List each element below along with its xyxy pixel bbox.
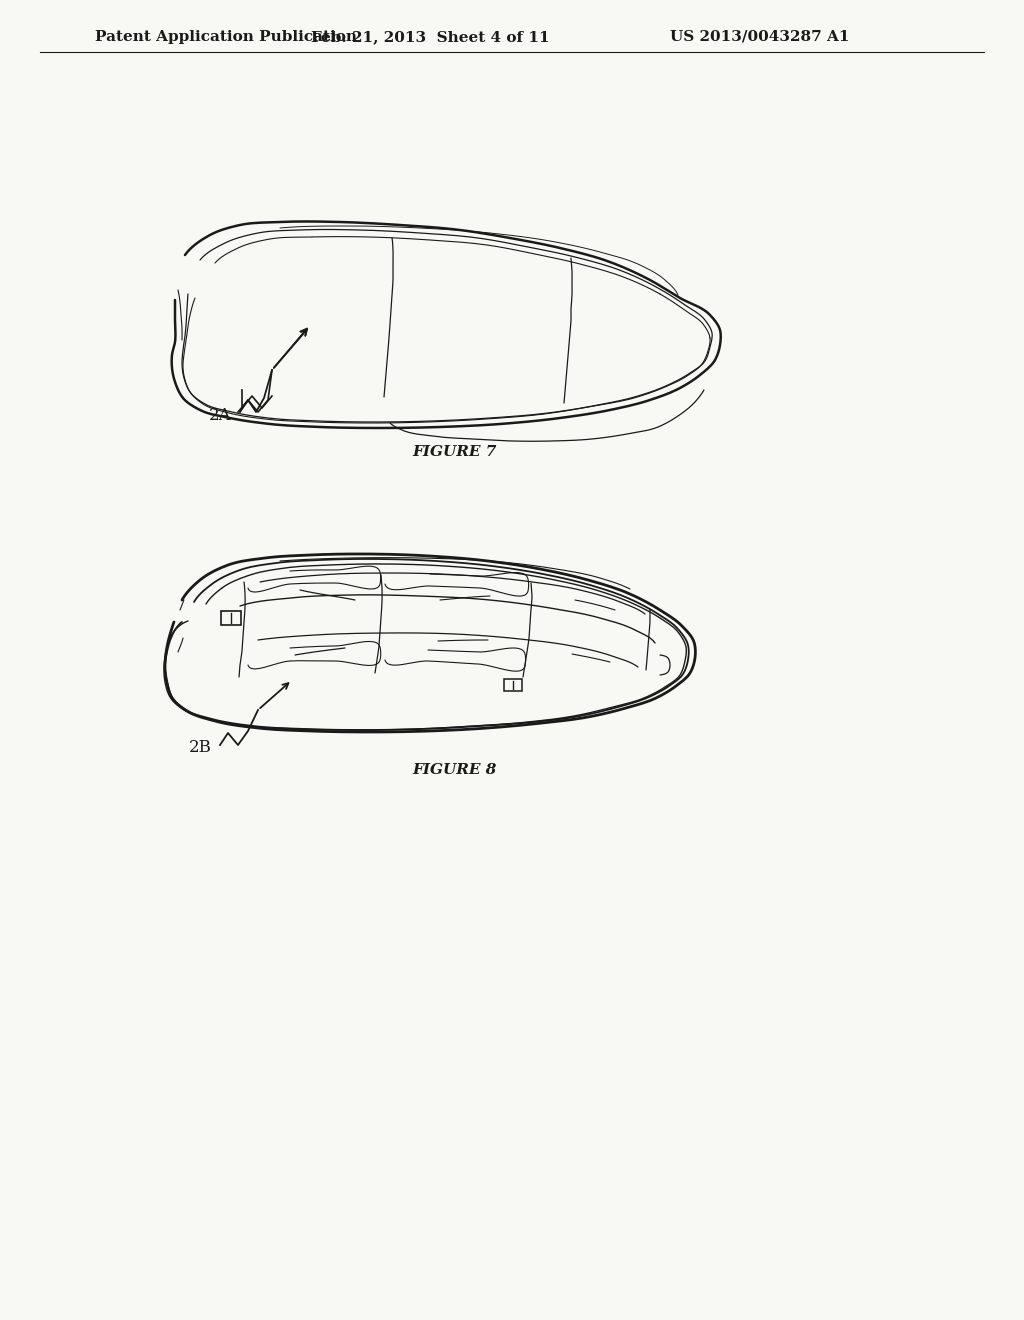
Text: Feb. 21, 2013  Sheet 4 of 11: Feb. 21, 2013 Sheet 4 of 11 <box>310 30 549 44</box>
Text: 2B: 2B <box>188 739 211 756</box>
Text: FIGURE 7: FIGURE 7 <box>413 445 498 459</box>
Text: Patent Application Publication: Patent Application Publication <box>95 30 357 44</box>
Text: FIGURE 8: FIGURE 8 <box>413 763 498 777</box>
Text: 2A: 2A <box>209 407 231 424</box>
Text: US 2013/0043287 A1: US 2013/0043287 A1 <box>670 30 850 44</box>
